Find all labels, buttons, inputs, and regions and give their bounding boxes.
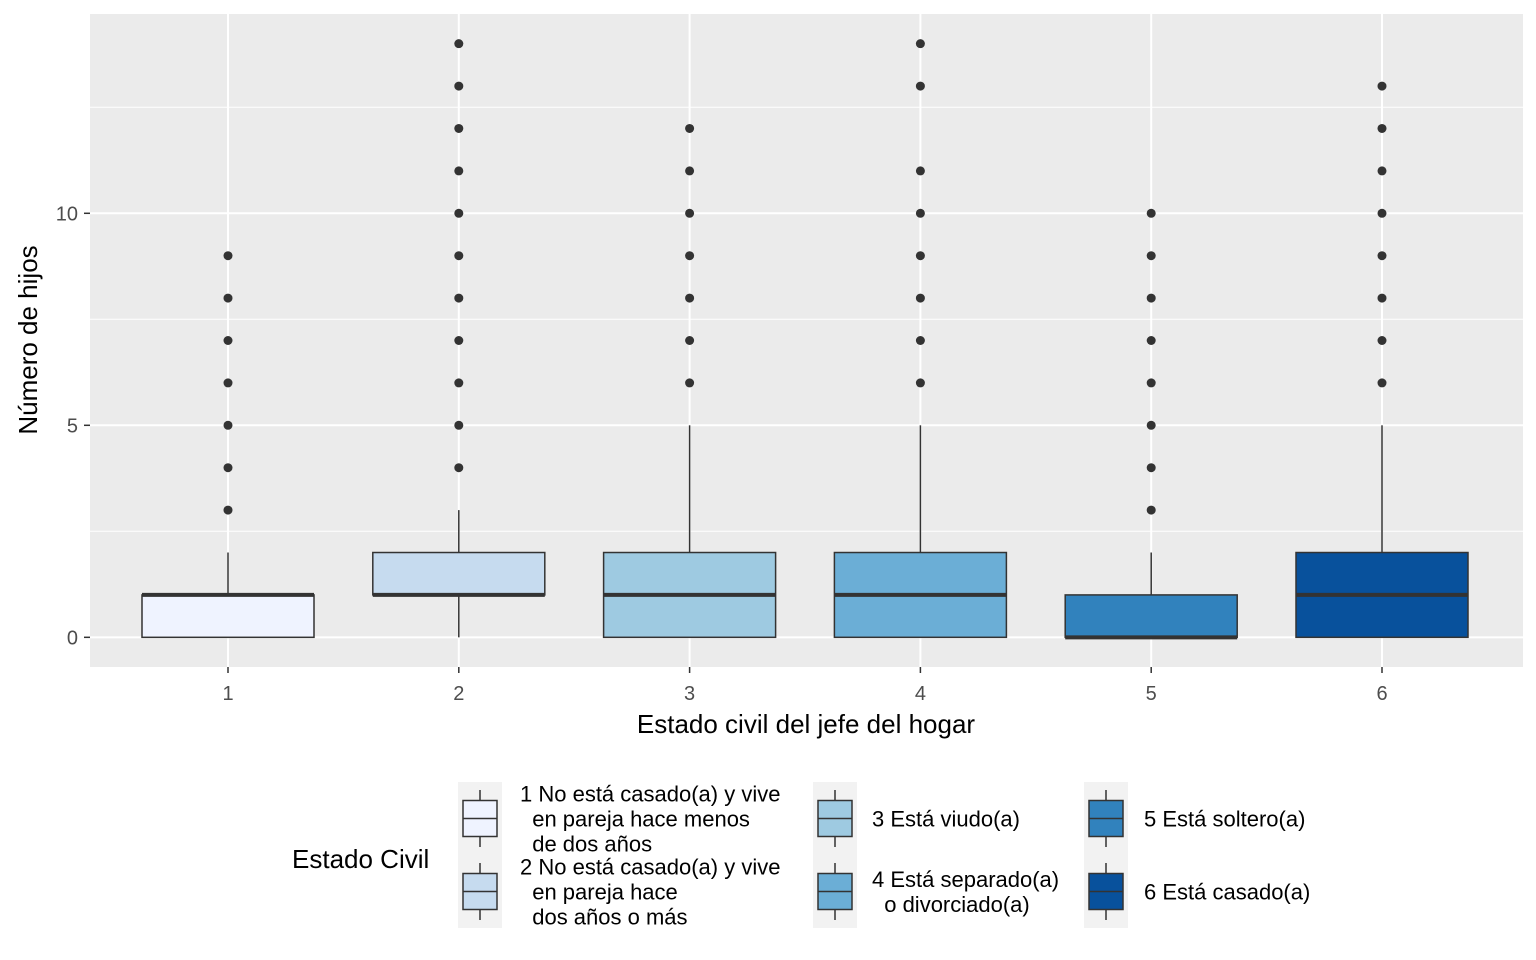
outlier-point <box>454 166 464 176</box>
box-5 <box>1064 208 1238 640</box>
outlier-point <box>454 251 464 261</box>
legend: Estado Civil 1 No está casado(a) y vive … <box>292 782 1310 930</box>
y-axis: 0 5 10 <box>56 203 90 649</box>
outlier-point <box>454 293 464 303</box>
legend-entry: 3 Está viudo(a) <box>813 782 1020 855</box>
legend-label-line: 5 Está soltero(a) <box>1144 807 1305 832</box>
outlier-point <box>915 336 925 345</box>
legend-label-line: 3 Está viudo(a) <box>872 807 1020 832</box>
outlier-point <box>454 123 464 133</box>
outlier-point <box>915 39 925 49</box>
legend-label-line: 1 No está casado(a) y vive <box>520 782 780 807</box>
legend-entry: 4 Está separado(a) o divorciado(a) <box>813 855 1059 928</box>
legend-entry: 5 Está soltero(a) <box>1084 782 1305 855</box>
outlier-point <box>685 208 695 218</box>
outlier-point <box>685 336 695 345</box>
outlier-point <box>685 123 695 133</box>
outlier-point <box>454 81 464 91</box>
x-tick-label: 6 <box>1376 683 1387 705</box>
legend-label-line: dos años o más <box>520 905 688 930</box>
outlier-point <box>1146 336 1156 345</box>
outlier-point <box>1377 123 1387 133</box>
outlier-point <box>915 251 925 261</box>
outlier-point <box>1146 208 1156 218</box>
outlier-point <box>685 251 695 261</box>
outlier-point <box>223 420 233 430</box>
outlier-point <box>685 166 695 176</box>
outlier-point <box>1377 336 1387 345</box>
box-6 <box>1295 81 1469 639</box>
box-4 <box>833 39 1008 639</box>
outlier-point <box>454 378 464 388</box>
legend-label-line: de dos años <box>520 832 652 857</box>
y-axis-title: Número de hijos <box>13 245 43 434</box>
outlier-point <box>1146 505 1156 515</box>
outlier-point <box>685 293 695 303</box>
outlier-point <box>454 336 464 345</box>
x-tick-label: 3 <box>684 683 695 705</box>
outlier-point <box>1377 208 1387 218</box>
outlier-point <box>454 208 464 218</box>
legend-title: Estado Civil <box>292 844 429 874</box>
outlier-point <box>223 336 233 345</box>
plot-panel <box>90 14 1523 667</box>
outlier-point <box>223 378 233 388</box>
outlier-point <box>454 39 464 49</box>
legend-label-line: 6 Está casado(a) <box>1144 880 1310 905</box>
x-tick-label: 5 <box>1146 683 1157 705</box>
y-tick-label: 10 <box>56 203 78 225</box>
legend-entry: 2 No está casado(a) y vive en pareja hac… <box>458 855 780 930</box>
x-tick-label: 2 <box>453 683 464 705</box>
outlier-point <box>223 251 233 261</box>
box-1 <box>141 251 315 639</box>
outlier-point <box>915 293 925 303</box>
outlier-point <box>915 378 925 388</box>
box-body <box>372 551 546 596</box>
outlier-point <box>223 463 233 473</box>
outlier-point <box>1377 81 1387 91</box>
outlier-point <box>915 166 925 176</box>
legend-label-line: 2 No está casado(a) y vive <box>520 855 780 880</box>
legend-entry: 6 Está casado(a) <box>1084 855 1310 928</box>
outlier-point <box>1377 166 1387 176</box>
outlier-point <box>223 293 233 303</box>
x-tick-label: 4 <box>915 683 926 705</box>
box-body <box>141 594 315 639</box>
outlier-point <box>454 420 464 430</box>
box-body <box>1064 594 1238 639</box>
outlier-point <box>1377 251 1387 261</box>
outlier-point <box>1146 463 1156 473</box>
x-axis-title: Estado civil del jefe del hogar <box>637 709 976 739</box>
outlier-point <box>1146 251 1156 261</box>
outlier-point <box>1146 378 1156 388</box>
x-tick-label: 1 <box>222 683 233 705</box>
outlier-point <box>1377 378 1387 388</box>
boxes-layer <box>141 39 1469 640</box>
outlier-point <box>915 81 925 91</box>
y-tick-label: 5 <box>67 415 78 437</box>
x-axis: 1 2 3 4 5 6 <box>222 667 1388 705</box>
legend-label-line: en pareja hace <box>520 880 678 905</box>
box-3 <box>602 123 777 639</box>
outlier-point <box>1146 420 1156 430</box>
box-2 <box>372 39 546 638</box>
legend-entry: 1 No está casado(a) y vive en pareja hac… <box>458 782 780 857</box>
legend-label-line: en pareja hace menos <box>520 807 750 832</box>
legend-label-line: o divorciado(a) <box>872 892 1030 917</box>
outlier-point <box>1146 293 1156 303</box>
outlier-point <box>685 378 695 388</box>
y-tick-label: 0 <box>67 627 78 649</box>
outlier-point <box>1377 293 1387 303</box>
outlier-point <box>223 505 233 515</box>
outlier-point <box>915 208 925 218</box>
legend-label-line: 4 Está separado(a) <box>872 867 1059 892</box>
outlier-point <box>454 463 464 473</box>
